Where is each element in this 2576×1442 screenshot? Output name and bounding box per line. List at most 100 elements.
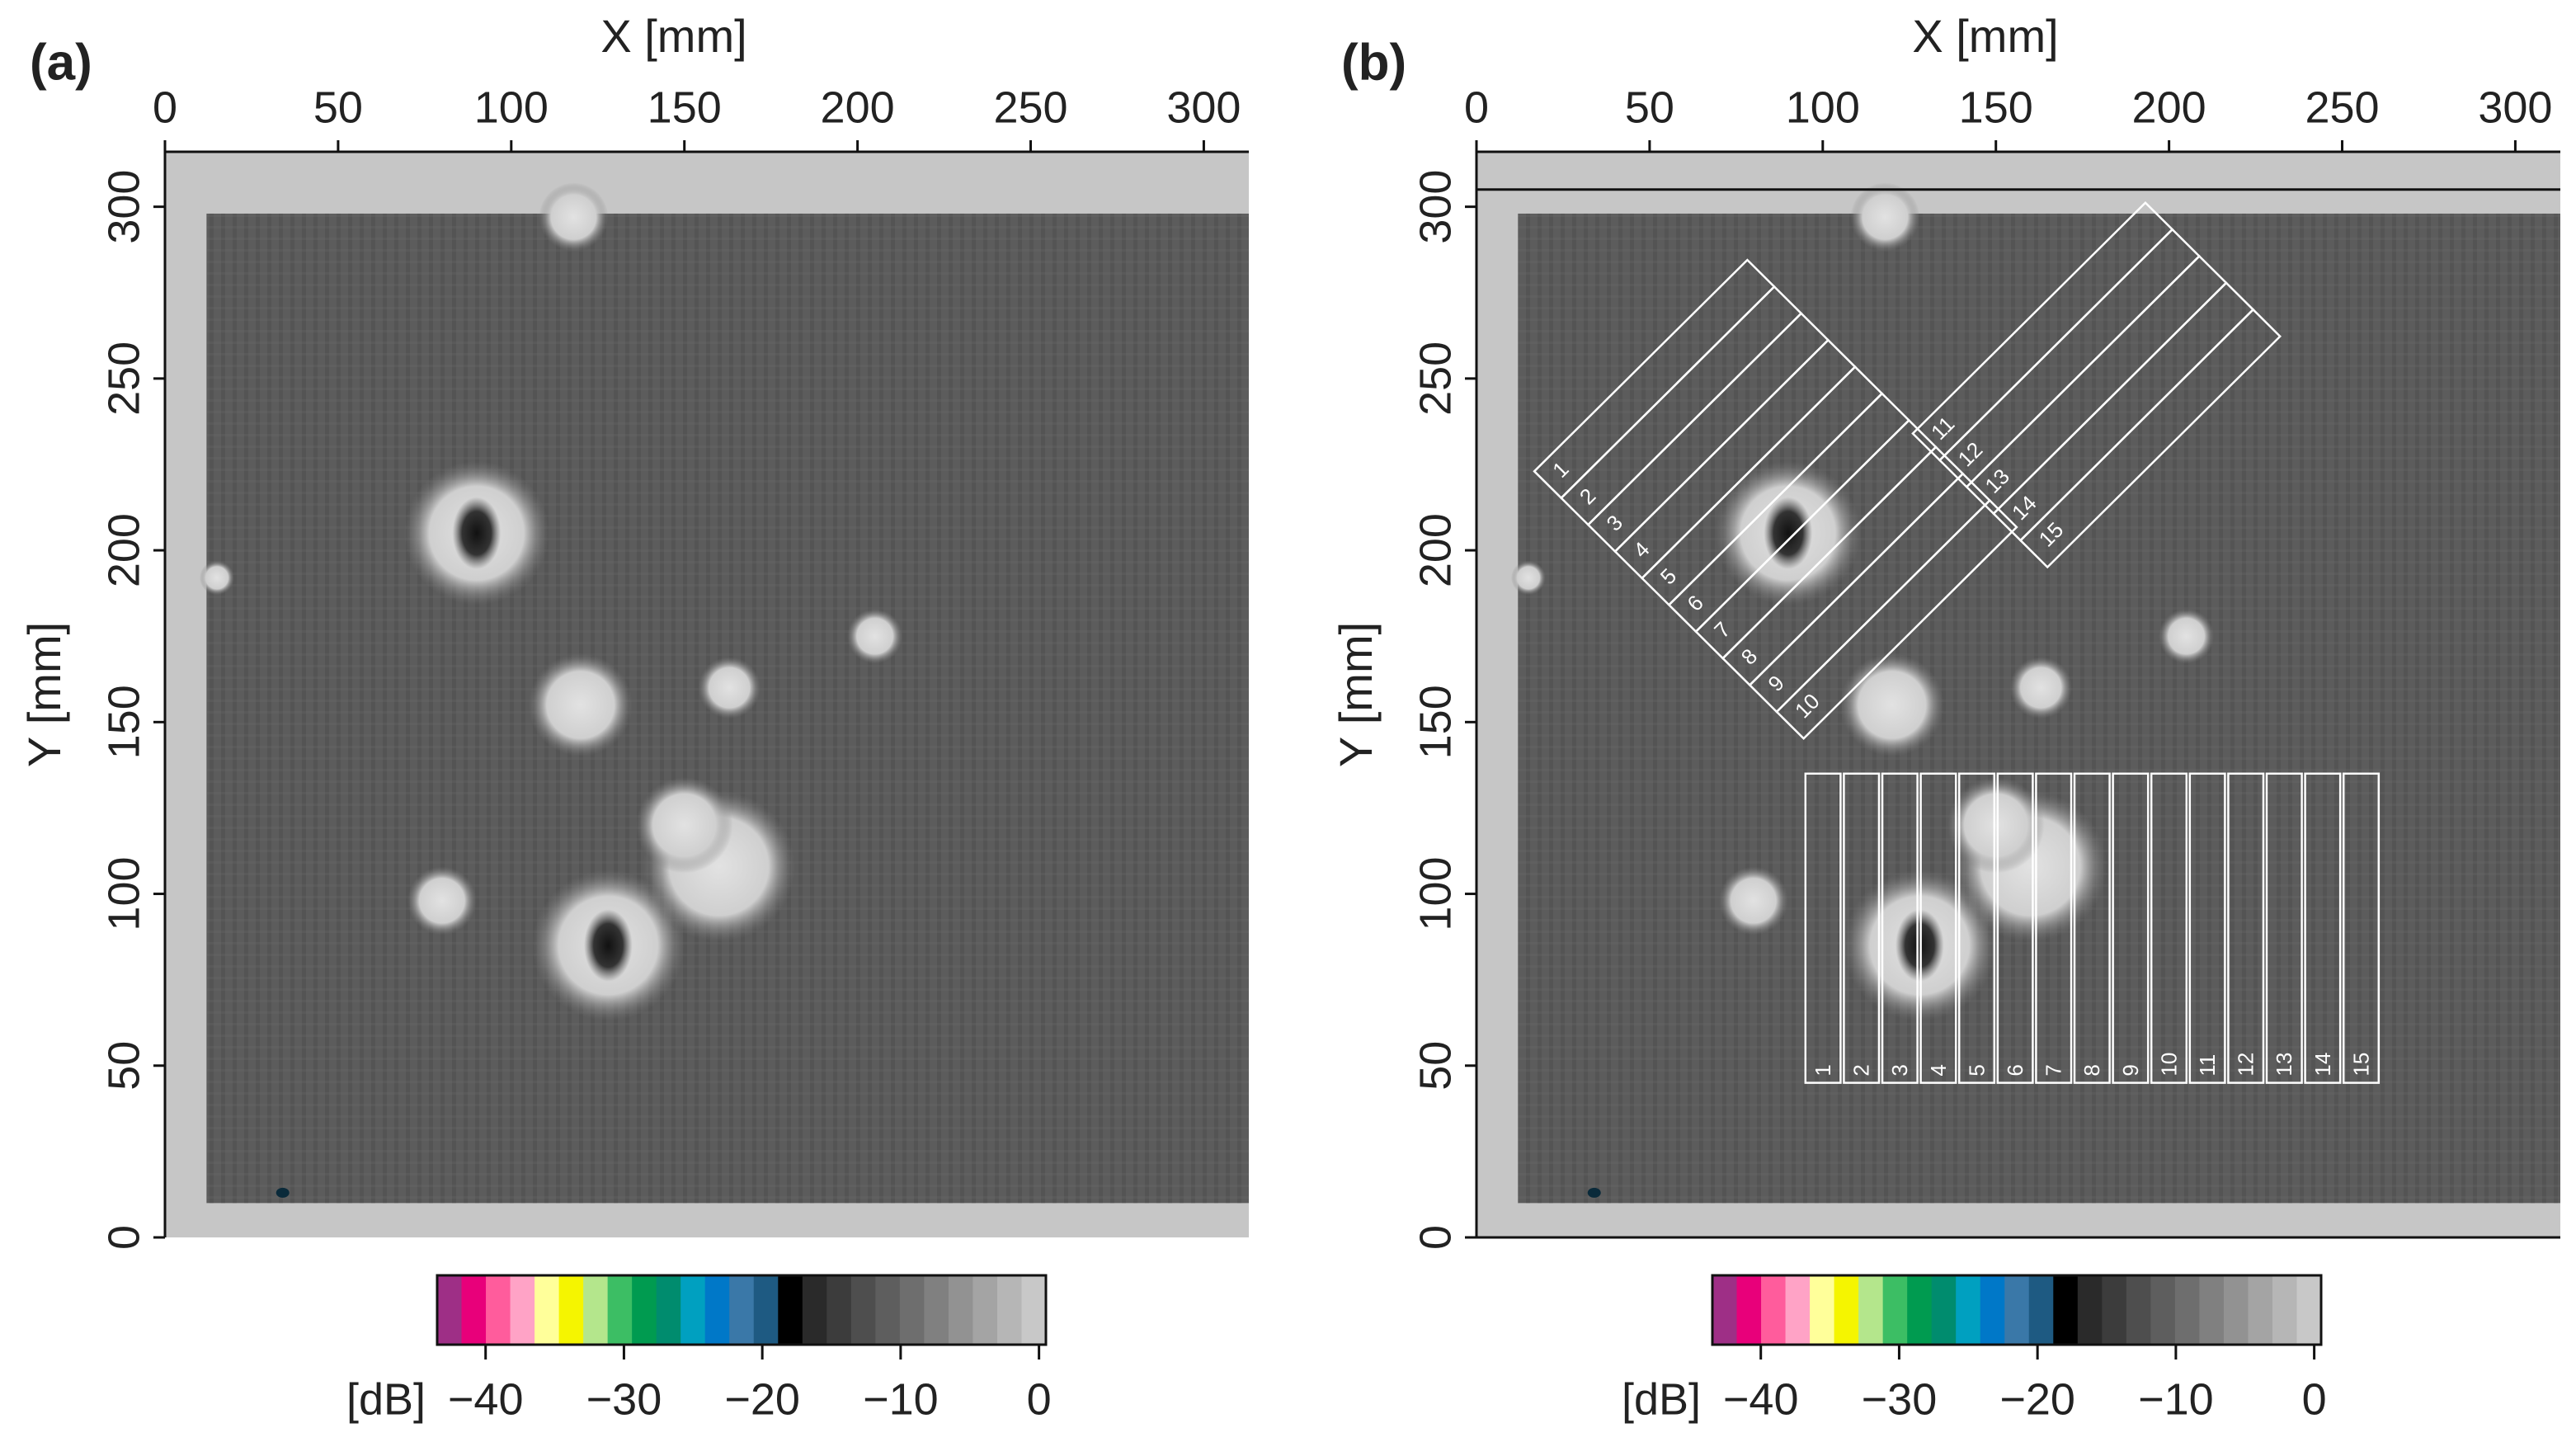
colorbar-swatch [1980,1275,2005,1345]
y-tick-label: 300 [1410,170,1460,244]
strip-label: 5 [1964,1064,1989,1076]
x-tick-label: 150 [648,82,722,132]
colorbar-swatch [461,1275,487,1345]
colorbar-label: [dB] [346,1374,426,1424]
colorbar-swatch [607,1275,633,1345]
colorbar-swatch [1712,1275,1738,1345]
colorbar-swatch [2296,1275,2322,1345]
colorbar-swatch [2077,1275,2103,1345]
colorbar-tick-label: −20 [724,1374,800,1424]
strip-label: 10 [2156,1053,2181,1077]
vertical-strip [2035,772,2073,1084]
colorbar-swatch [632,1275,657,1345]
scan-blob [1510,560,1546,596]
strip-label: 7 [2041,1064,2066,1076]
y-tick-label: 300 [99,170,148,244]
colorbar-swatch [2272,1275,2297,1345]
y-tick-label: 200 [1410,513,1460,587]
scan-blob [407,866,477,935]
strip-label: 2 [1849,1064,1874,1076]
colorbar-swatch [535,1275,560,1345]
y-tick-label: 150 [1410,685,1460,759]
diagonal-strip [2018,308,2282,569]
colorbar-swatch [1882,1275,1908,1345]
colorbar-swatch [924,1275,949,1345]
strip-label: 1 [1811,1064,1835,1076]
y-tick-label: 100 [1410,856,1460,931]
vertical-strip [2227,772,2265,1084]
colorbar-swatch [1785,1275,1811,1345]
scan-blob [1850,182,1920,252]
x-tick-label: 0 [1464,82,1489,132]
strip-label: 4 [1926,1064,1951,1076]
x-tick-label: 50 [313,82,363,132]
colorbar-swatch [656,1275,681,1345]
scan-blob [539,182,609,252]
colorbar-swatch [2053,1275,2079,1345]
colorbar-swatch [510,1275,535,1345]
colorbar-swatch [1956,1275,1981,1345]
y-axis-label: Y [mm] [18,622,70,767]
vertical-strip [2342,772,2381,1084]
colorbar-swatch [1021,1275,1047,1345]
scan-blob [2009,657,2073,719]
colorbar-swatch [2004,1275,2030,1345]
colorbar-tick-label: 0 [2302,1374,2327,1424]
x-axis-label: X [mm] [600,10,746,62]
defect-core [452,497,502,569]
x-tick-label: 300 [1166,82,1241,132]
colorbar-tick-label: −30 [586,1374,662,1424]
x-tick-label: 200 [821,82,895,132]
colorbar-swatch [802,1275,827,1345]
panel-label: (b) [1341,34,1406,91]
y-tick-label: 50 [99,1041,148,1091]
x-tick-label: 200 [2132,82,2206,132]
colorbar-swatch [948,1275,973,1345]
strip-label: 14 [2310,1053,2335,1077]
x-tick-label: 250 [2305,82,2379,132]
strip-label: 8 [2079,1064,2104,1076]
x-tick-label: 100 [474,82,549,132]
strip-label: 12 [2234,1053,2258,1077]
strip-label: 13 [2272,1053,2296,1077]
colorbar-swatch [850,1275,876,1345]
panel-label: (a) [30,34,92,91]
colorbar-label: [dB] [1622,1374,1701,1424]
colorbar-swatch [1834,1275,1859,1345]
colorbar-swatch [486,1275,511,1345]
vertical-strip [1919,772,1957,1084]
colorbar-swatch [680,1275,706,1345]
colorbar-swatch [1931,1275,1957,1345]
colorbar-swatch [2223,1275,2249,1345]
colorbar-frame [436,1274,1048,1346]
x-axis-label: X [mm] [1912,10,2058,62]
colorbar-swatch [753,1275,779,1345]
scan-blob [635,776,733,874]
x-tick-label: 0 [153,82,177,132]
y-axis-label: Y [mm] [1330,622,1382,767]
colorbar-swatch [972,1275,998,1345]
colorbar-swatch [778,1275,803,1345]
x-tick-label: 150 [1959,82,2033,132]
colorbar-swatch [1736,1275,1762,1345]
y-tick-label: 50 [1410,1041,1460,1091]
colorbar-swatch [2102,1275,2127,1345]
scan-blob [847,608,903,664]
y-tick-label: 250 [1410,342,1460,416]
colorbar-swatch [1810,1275,1835,1345]
scan-blob [1839,653,1944,756]
strip-label: 15 [2348,1053,2373,1077]
spot [275,1187,290,1198]
colorbar-tick-label: 0 [1027,1374,1052,1424]
colorbar-swatch [1907,1275,1933,1345]
y-tick-label: 100 [99,856,148,931]
colorbar-swatch [583,1275,609,1345]
defect-core [583,909,633,982]
y-tick-label: 150 [99,685,148,759]
colorbar-tick-label: −10 [863,1374,939,1424]
y-tick-label: 200 [99,513,148,587]
colorbar-swatch [2248,1275,2273,1345]
colorbar-swatch [704,1275,730,1345]
vertical-strip [1804,772,1842,1084]
